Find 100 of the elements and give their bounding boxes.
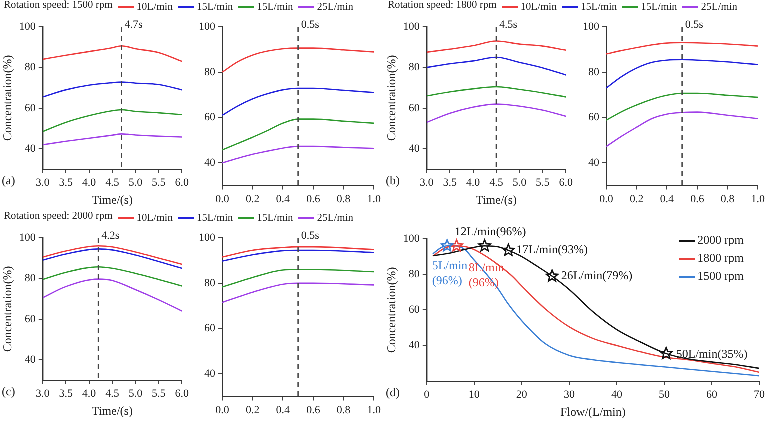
x-tick-label: 0 [424,388,430,401]
x-tick-label: 3.0 [420,176,434,189]
x-tick-label: 1.0 [751,193,766,206]
point [660,347,673,360]
y-tick-label: 40 [24,142,36,155]
legend-label: 15L/min [641,2,678,12]
line-series [42,266,182,287]
annotation: 50L/min(35%) [676,346,748,361]
x-tick-label: 4.5 [106,176,120,189]
ref-line-label: 0.5s [685,18,704,31]
line-series [42,245,182,266]
line-series [42,248,182,270]
x-tick-label: 6.0 [175,388,190,400]
y-tick-label: 60 [408,102,420,114]
y-tick-label: 60 [204,322,216,335]
line-series [606,42,758,55]
x-tick-label: 3.0 [36,388,50,400]
x-tick-label: 3.0 [36,176,50,189]
line-series [222,146,374,164]
y-tick-label: 100 [19,20,36,33]
y-tick-label: 60 [24,313,36,326]
x-tick-label: 20 [516,388,528,401]
ref-line-label: 4.7s [124,18,143,31]
legend-label: 2000 rpm [698,233,744,248]
point [450,239,464,252]
x-tick-label: 0.6 [306,404,321,416]
x-tick-label: 4.5 [490,176,504,189]
legend-label: 10L/min [136,212,173,224]
line-series [42,82,182,98]
x-tick-label: 0.4 [276,404,291,416]
point [502,244,516,256]
y-tick-label: 60 [24,102,36,114]
x-tick-label: 0.0 [600,193,614,206]
x-axis-title: Time/(s) [476,192,517,207]
legend-label: 15L/min [257,212,294,224]
x-tick-label: 4.0 [466,176,481,189]
y-tick-label: 40 [408,142,420,155]
x-tick-label: 60 [706,388,718,401]
y-tick-label: 80 [24,62,36,74]
line-series [42,134,182,146]
x-axis-title: Time/(s) [92,404,133,418]
line-series [606,92,758,122]
y-tick-label: 100 [19,232,36,244]
x-tick-label: 6.0 [559,176,574,189]
x-tick-label: 0.6 [306,193,321,206]
y-axis-title: Concentration(%) [384,55,398,142]
legend-label: 15L/min [257,2,294,12]
line-series [426,40,566,54]
legend-label: 25L/min [317,2,354,12]
legend-label: 10L/min [520,2,557,12]
y-tick-label: 60 [408,304,420,316]
y-tick-label: 100 [199,20,216,33]
x-tick-label: 4.5 [106,388,120,400]
x-tick-label: 0.8 [336,404,352,416]
line-series [222,88,374,116]
annotation: 5L/min (96%) [432,258,468,288]
line-series [42,278,182,312]
x-tick-label: 0.4 [276,193,291,206]
x-tick-label: 5.0 [512,176,528,189]
y-tick-label: 80 [408,268,420,280]
y-tick-label: 40 [24,354,36,366]
x-tick-label: 0.2 [246,193,260,206]
point [546,270,559,282]
x-axis-title: Flow/(L/min) [560,404,626,419]
y-tick-label: 40 [408,340,420,352]
x-tick-label: 4.0 [82,176,97,189]
point [440,239,454,252]
text: (c) [2,384,16,399]
y-tick-label: 100 [199,232,216,244]
annotation: 26L/min(79%) [561,268,633,283]
y-tick-label: 40 [588,157,600,170]
y-tick-label: 80 [408,62,420,74]
y-tick-label: 100 [403,232,420,245]
x-tick-label: 50 [658,388,670,401]
x-tick-label: 1.0 [367,404,382,416]
x-tick-label: 1.0 [367,193,382,206]
y-tick-label: 80 [204,277,216,290]
x-tick-label: 5.5 [536,176,550,189]
ref-line-label: 0.5s [301,230,320,242]
ref-line-label: 4.2s [102,230,120,242]
y-tick-label: 80 [24,272,36,285]
text: (a) [2,174,16,188]
line-series [222,250,374,262]
x-tick-label: 3.5 [443,176,458,189]
line-series [222,48,374,74]
chart-title: Rotation speed: 1800 rpm [388,0,497,11]
annotation: 12L/min(96%) [454,224,526,238]
legend-label: 10L/min [136,2,173,12]
x-tick-label: 0.8 [336,193,352,206]
x-tick-label: 0.0 [216,193,230,206]
x-tick-label: 30 [564,388,576,401]
x-tick-label: 5.5 [152,176,166,189]
x-tick-label: 0.2 [246,404,260,416]
line-series [426,56,566,76]
x-tick-label: 0.8 [720,193,736,206]
line-series [42,45,182,62]
x-tick-label: 5.5 [152,388,166,400]
x-tick-label: 40 [611,388,623,401]
y-axis-title: Concentration(%) [384,267,398,354]
y-tick-label: 100 [403,20,420,33]
